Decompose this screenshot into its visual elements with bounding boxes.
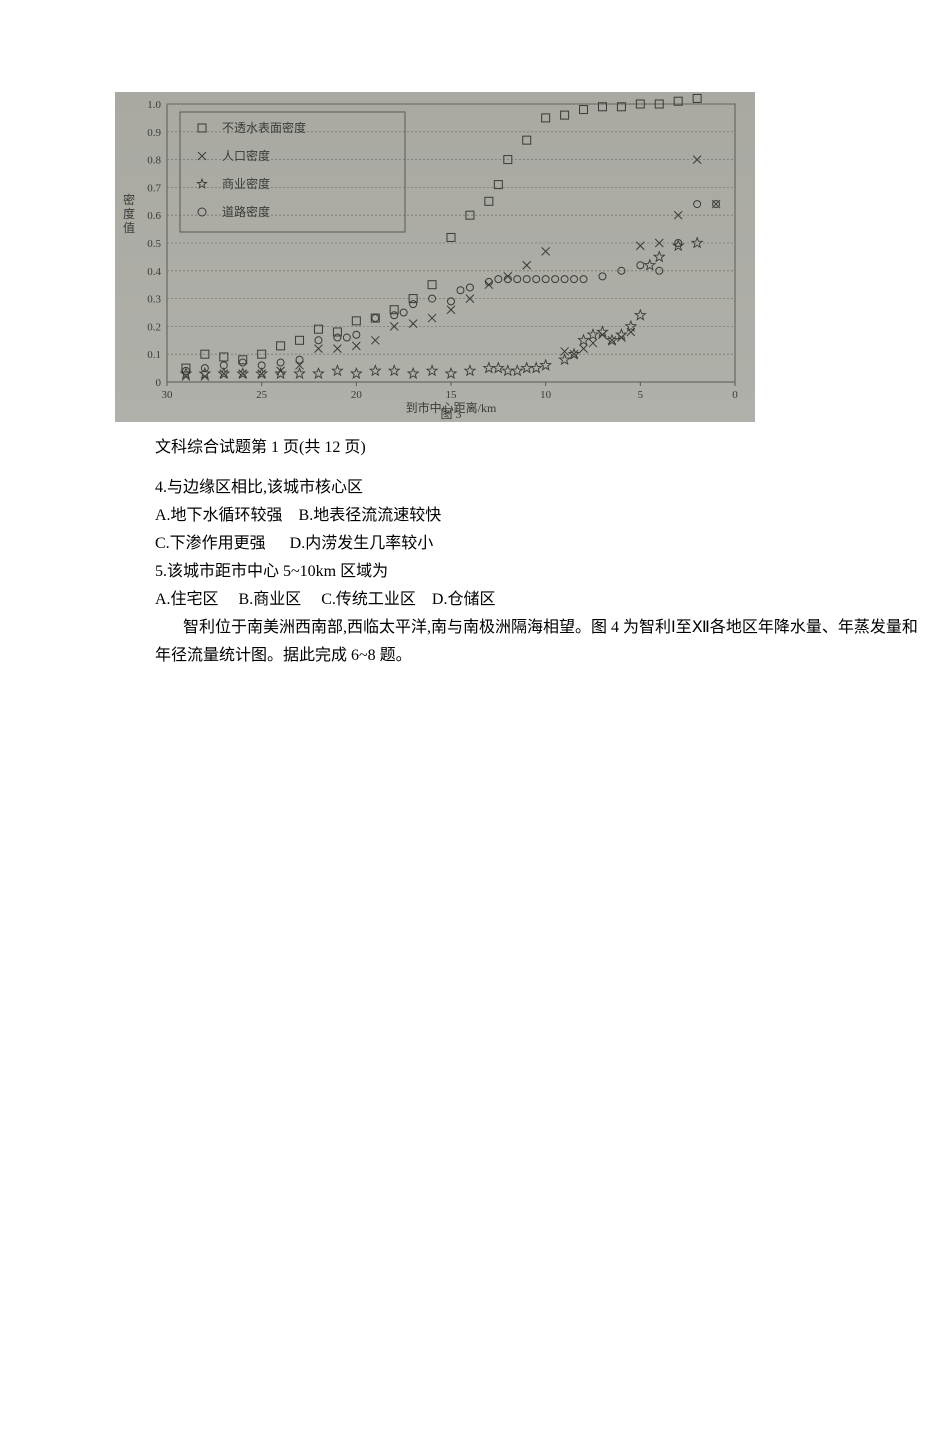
question-4-options-cd: C.下渗作用更强 D.内涝发生几率较小 — [155, 530, 945, 558]
scatter-chart: 0 0.1 0.2 0.3 0.4 0.5 0.6 0.7 0.8 0.9 1.0 30 25 20 15 1… — [115, 92, 755, 422]
svg-text:不透水表面密度: 不透水表面密度 — [222, 120, 306, 135]
svg-text:道路密度: 道路密度 — [222, 204, 270, 219]
svg-text:0.7: 0.7 — [147, 182, 161, 194]
svg-text:10: 10 — [540, 389, 552, 401]
svg-text:0.9: 0.9 — [147, 127, 161, 139]
svg-text:0.4: 0.4 — [147, 266, 161, 278]
question-4-options-ab: A.地下水循环较强 B.地表径流流速较快 — [155, 502, 945, 530]
svg-text:0.8: 0.8 — [147, 155, 161, 167]
svg-text:0: 0 — [732, 389, 738, 401]
svg-text:0.5: 0.5 — [147, 238, 161, 250]
question-5-options: A.住宅区 B.商业区 C.传统工业区 D.仓储区 — [155, 586, 945, 614]
paragraph-chile-2: 年径流量统计图。据此完成 6~8 题。 — [155, 642, 945, 670]
svg-text:20: 20 — [351, 389, 363, 401]
svg-text:15: 15 — [446, 389, 458, 401]
paragraph-chile-1: 智利位于南美洲西南部,西临太平洋,南与南极洲隔海相望。图 4 为智利Ⅰ至Ⅻ各地区… — [155, 614, 945, 642]
page-number-line: 文科综合试题第 1 页(共 12 页) — [155, 434, 945, 462]
svg-text:5: 5 — [638, 389, 644, 401]
svg-text:0: 0 — [156, 377, 162, 389]
question-5-stem: 5.该城市距市中心 5~10km 区域为 — [155, 558, 945, 586]
svg-text:0.3: 0.3 — [147, 294, 161, 306]
svg-text:商业密度: 商业密度 — [222, 176, 270, 191]
svg-text:度: 度 — [123, 206, 135, 221]
text-body: 文科综合试题第 1 页(共 12 页) 4.与边缘区相比,该城市核心区 A.地下… — [155, 434, 945, 670]
svg-text:密: 密 — [123, 192, 135, 207]
svg-text:30: 30 — [162, 389, 174, 401]
svg-text:人口密度: 人口密度 — [222, 148, 270, 163]
chart-figure: 0 0.1 0.2 0.3 0.4 0.5 0.6 0.7 0.8 0.9 1.0 30 25 20 15 1… — [115, 92, 755, 422]
svg-text:0.2: 0.2 — [147, 321, 161, 333]
svg-text:0.6: 0.6 — [147, 210, 161, 222]
svg-text:1.0: 1.0 — [147, 99, 161, 111]
svg-text:0.1: 0.1 — [147, 349, 161, 361]
question-4-stem: 4.与边缘区相比,该城市核心区 — [155, 474, 945, 502]
svg-text:25: 25 — [256, 389, 268, 401]
svg-text:图 3: 图 3 — [440, 407, 461, 421]
svg-text:值: 值 — [123, 220, 135, 235]
